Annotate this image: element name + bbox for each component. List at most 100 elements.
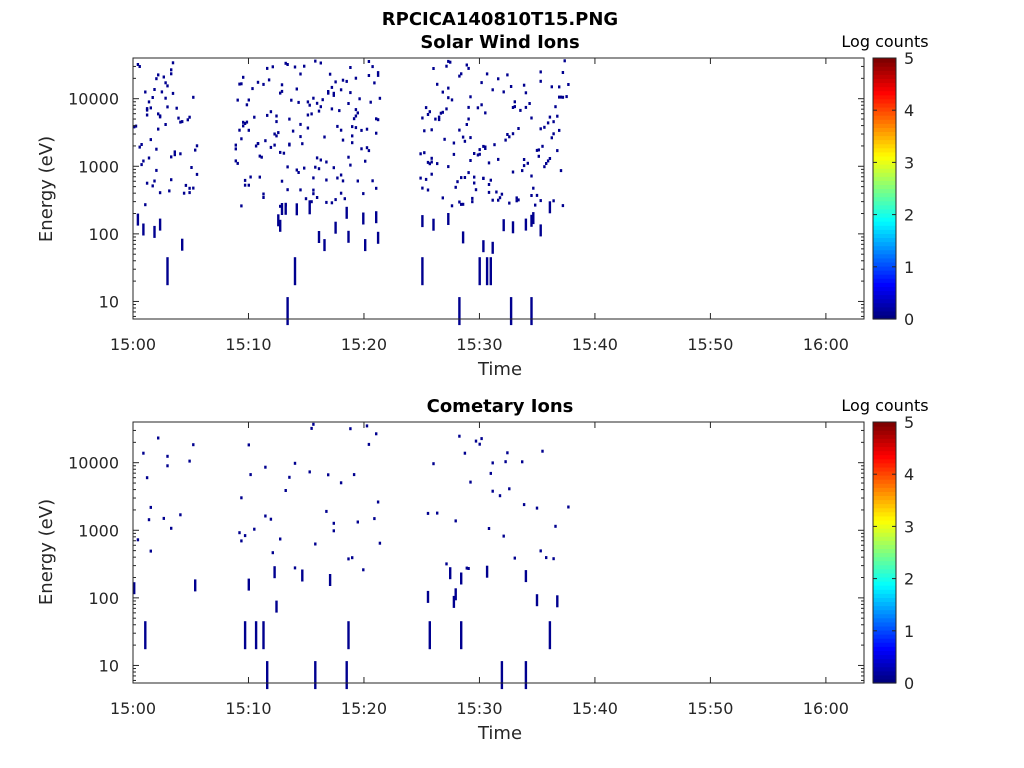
colorbar-segment (873, 532, 896, 537)
data-cell (269, 145, 273, 149)
data-cell (308, 200, 311, 204)
data-cell (539, 70, 542, 74)
colorbar-segment (873, 422, 896, 427)
y-tick-label: 10 (99, 656, 119, 675)
data-cell (260, 155, 263, 159)
colorbar-segment (873, 192, 896, 198)
data-cell (467, 117, 470, 121)
data-cell (480, 81, 483, 85)
data-cell (279, 537, 282, 541)
data-cell (145, 113, 149, 117)
data-cell (151, 184, 154, 188)
colorbar-segment (873, 552, 896, 558)
data-cell (236, 98, 239, 102)
data-cell (301, 569, 304, 582)
data-cell (508, 135, 511, 139)
data-cell (258, 175, 261, 179)
data-cell (293, 566, 297, 570)
colorbar-segment (873, 556, 896, 562)
data-cell (334, 80, 337, 84)
data-cell (315, 156, 319, 160)
data-cell (434, 117, 437, 121)
data-cell (498, 494, 502, 498)
data-cell (463, 176, 467, 179)
data-cell (502, 219, 505, 232)
data-cell (140, 143, 143, 146)
data-cell (513, 105, 516, 109)
data-cell (157, 73, 160, 77)
data-cell (181, 120, 184, 124)
data-cell (140, 163, 143, 167)
data-cell (487, 161, 491, 165)
data-cell (323, 239, 326, 252)
colorbar-segment (873, 261, 896, 267)
data-cell (273, 143, 276, 147)
data-cell (275, 600, 278, 613)
data-cell (164, 123, 167, 126)
data-cell (535, 594, 539, 607)
data-cell (441, 90, 444, 94)
colorbar-segment (873, 98, 896, 104)
data-cell (166, 257, 169, 286)
data-cell (460, 572, 463, 585)
colorbar-segment (873, 245, 896, 251)
data-cell (478, 148, 481, 152)
colorbar-segment (873, 66, 896, 71)
plot-frame (132, 421, 865, 684)
data-cell (291, 129, 295, 133)
data-cell (367, 442, 371, 446)
data-cell (349, 427, 352, 431)
data-cell (325, 178, 328, 182)
data-cell (458, 74, 461, 78)
colorbar-segment (873, 217, 896, 222)
data-cell (243, 122, 247, 125)
data-cell (323, 135, 326, 139)
data-cell (145, 181, 149, 185)
data-cell (339, 88, 343, 92)
data-cell (308, 103, 311, 107)
data-cell (317, 109, 321, 113)
data-cell (423, 129, 426, 133)
data-cell (343, 197, 346, 201)
colorbar-segment (873, 90, 896, 96)
data-cell (493, 143, 496, 147)
data-cell (275, 120, 278, 124)
data-cell (517, 127, 520, 130)
data-cell (314, 59, 317, 63)
colorbar-segment (873, 650, 896, 656)
data-cell (282, 151, 286, 155)
data-cell (473, 181, 476, 185)
colorbar-segment (873, 86, 896, 92)
data-cell (495, 190, 498, 194)
x-tick-label: 16:00 (803, 335, 849, 354)
colorbar-segment (873, 593, 896, 598)
colorbar-segment (873, 168, 896, 173)
data-cell (279, 219, 282, 232)
data-cell (312, 188, 315, 192)
colorbar-segment (873, 470, 896, 476)
data-cell (522, 83, 526, 87)
data-cell (373, 517, 376, 521)
data-cell (179, 513, 182, 517)
data-cell (351, 134, 354, 138)
data-cell (334, 198, 337, 202)
data-cell (170, 155, 173, 159)
data-cell (524, 105, 528, 109)
data-cell (461, 135, 465, 139)
colorbar-segment (873, 634, 896, 639)
data-cell (506, 133, 509, 136)
data-cell (275, 114, 278, 118)
data-cell (155, 147, 158, 151)
data-cell (524, 91, 528, 95)
colorbar-tick-label: 1 (904, 622, 914, 641)
colorbar-segment (873, 180, 896, 186)
data-cell (375, 186, 378, 190)
data-cell (142, 451, 145, 455)
data-cell (543, 125, 546, 129)
data-cell (290, 98, 293, 102)
data-cell (253, 115, 256, 119)
data-cell (354, 114, 358, 118)
data-cell (460, 72, 463, 76)
data-cell (545, 162, 548, 165)
x-tick-label: 15:10 (225, 335, 271, 354)
